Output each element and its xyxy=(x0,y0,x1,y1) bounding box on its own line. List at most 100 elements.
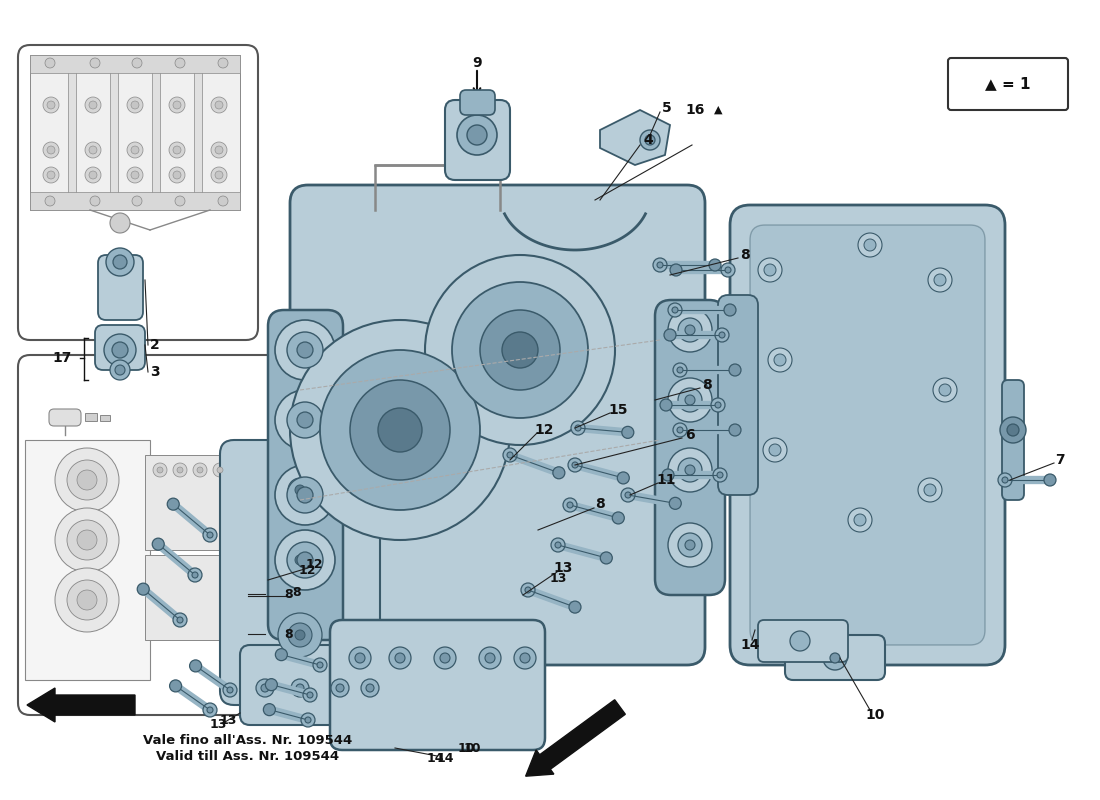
Circle shape xyxy=(502,332,538,368)
FancyBboxPatch shape xyxy=(240,645,390,725)
Bar xyxy=(100,415,110,421)
Circle shape xyxy=(173,613,187,627)
Circle shape xyxy=(173,101,182,109)
Circle shape xyxy=(106,248,134,276)
Circle shape xyxy=(514,647,536,669)
Text: 8: 8 xyxy=(702,378,712,392)
Circle shape xyxy=(715,402,720,408)
Circle shape xyxy=(676,427,683,433)
Circle shape xyxy=(218,196,228,206)
Text: 11: 11 xyxy=(657,473,675,487)
Circle shape xyxy=(77,590,97,610)
Circle shape xyxy=(569,601,581,613)
Circle shape xyxy=(295,485,305,495)
Circle shape xyxy=(551,538,565,552)
Circle shape xyxy=(660,399,672,411)
Circle shape xyxy=(670,264,682,276)
Text: 5: 5 xyxy=(662,101,672,115)
Circle shape xyxy=(566,502,573,508)
Circle shape xyxy=(571,421,585,435)
FancyBboxPatch shape xyxy=(948,58,1068,110)
Circle shape xyxy=(710,259,720,271)
Text: 12: 12 xyxy=(298,563,316,577)
Circle shape xyxy=(288,623,312,647)
Circle shape xyxy=(613,512,625,524)
Circle shape xyxy=(858,233,882,257)
Circle shape xyxy=(719,332,725,338)
Circle shape xyxy=(189,660,201,672)
Bar xyxy=(152,60,160,205)
Circle shape xyxy=(673,423,688,437)
Circle shape xyxy=(823,646,847,670)
Circle shape xyxy=(1044,474,1056,486)
Circle shape xyxy=(1000,417,1026,443)
Circle shape xyxy=(217,467,223,473)
Text: europes
performance
parts
since 1995: europes performance parts since 1995 xyxy=(488,296,791,544)
Bar xyxy=(110,60,118,205)
Circle shape xyxy=(287,332,323,368)
FancyBboxPatch shape xyxy=(785,635,886,680)
Circle shape xyxy=(685,540,695,550)
Circle shape xyxy=(275,530,336,590)
Bar xyxy=(30,55,240,73)
Text: 12: 12 xyxy=(535,423,553,437)
Text: 2: 2 xyxy=(150,338,160,352)
Bar xyxy=(30,55,240,210)
Text: 8: 8 xyxy=(293,586,301,599)
Circle shape xyxy=(110,360,130,380)
Circle shape xyxy=(924,484,936,496)
Circle shape xyxy=(525,587,531,593)
Circle shape xyxy=(918,478,942,502)
Circle shape xyxy=(685,325,695,335)
Text: Vale fino all'Ass. Nr. 109544: Vale fino all'Ass. Nr. 109544 xyxy=(143,734,353,746)
Circle shape xyxy=(478,647,500,669)
Circle shape xyxy=(211,97,227,113)
Circle shape xyxy=(425,255,615,445)
Circle shape xyxy=(214,146,223,154)
Circle shape xyxy=(668,448,712,492)
Text: 7: 7 xyxy=(1055,453,1065,467)
Circle shape xyxy=(132,58,142,68)
FancyBboxPatch shape xyxy=(290,185,705,665)
Circle shape xyxy=(173,463,187,477)
Text: 8: 8 xyxy=(740,248,750,262)
Circle shape xyxy=(275,649,287,661)
FancyArrow shape xyxy=(526,700,625,776)
Circle shape xyxy=(45,196,55,206)
Circle shape xyxy=(572,462,578,468)
Circle shape xyxy=(336,684,344,692)
Circle shape xyxy=(132,196,142,206)
Circle shape xyxy=(480,310,560,390)
Circle shape xyxy=(263,704,275,716)
Circle shape xyxy=(214,171,223,179)
FancyBboxPatch shape xyxy=(268,310,343,640)
Circle shape xyxy=(725,267,732,273)
Circle shape xyxy=(678,318,702,342)
Circle shape xyxy=(256,679,274,697)
Circle shape xyxy=(349,647,371,669)
Circle shape xyxy=(204,703,217,717)
Circle shape xyxy=(864,239,876,251)
Text: 4: 4 xyxy=(644,133,653,147)
Circle shape xyxy=(89,171,97,179)
Circle shape xyxy=(275,390,336,450)
Circle shape xyxy=(625,492,631,498)
Circle shape xyxy=(126,167,143,183)
Circle shape xyxy=(287,542,323,578)
Circle shape xyxy=(177,467,183,473)
Circle shape xyxy=(764,264,776,276)
Circle shape xyxy=(227,687,233,693)
Circle shape xyxy=(668,523,712,567)
Circle shape xyxy=(507,452,513,458)
Circle shape xyxy=(389,647,411,669)
Circle shape xyxy=(678,458,702,482)
Text: 9: 9 xyxy=(472,56,482,70)
FancyBboxPatch shape xyxy=(1002,380,1024,500)
Circle shape xyxy=(77,530,97,550)
Circle shape xyxy=(676,367,683,373)
Circle shape xyxy=(768,348,792,372)
Circle shape xyxy=(715,328,729,342)
Circle shape xyxy=(664,329,676,341)
Circle shape xyxy=(653,258,667,272)
Circle shape xyxy=(685,395,695,405)
